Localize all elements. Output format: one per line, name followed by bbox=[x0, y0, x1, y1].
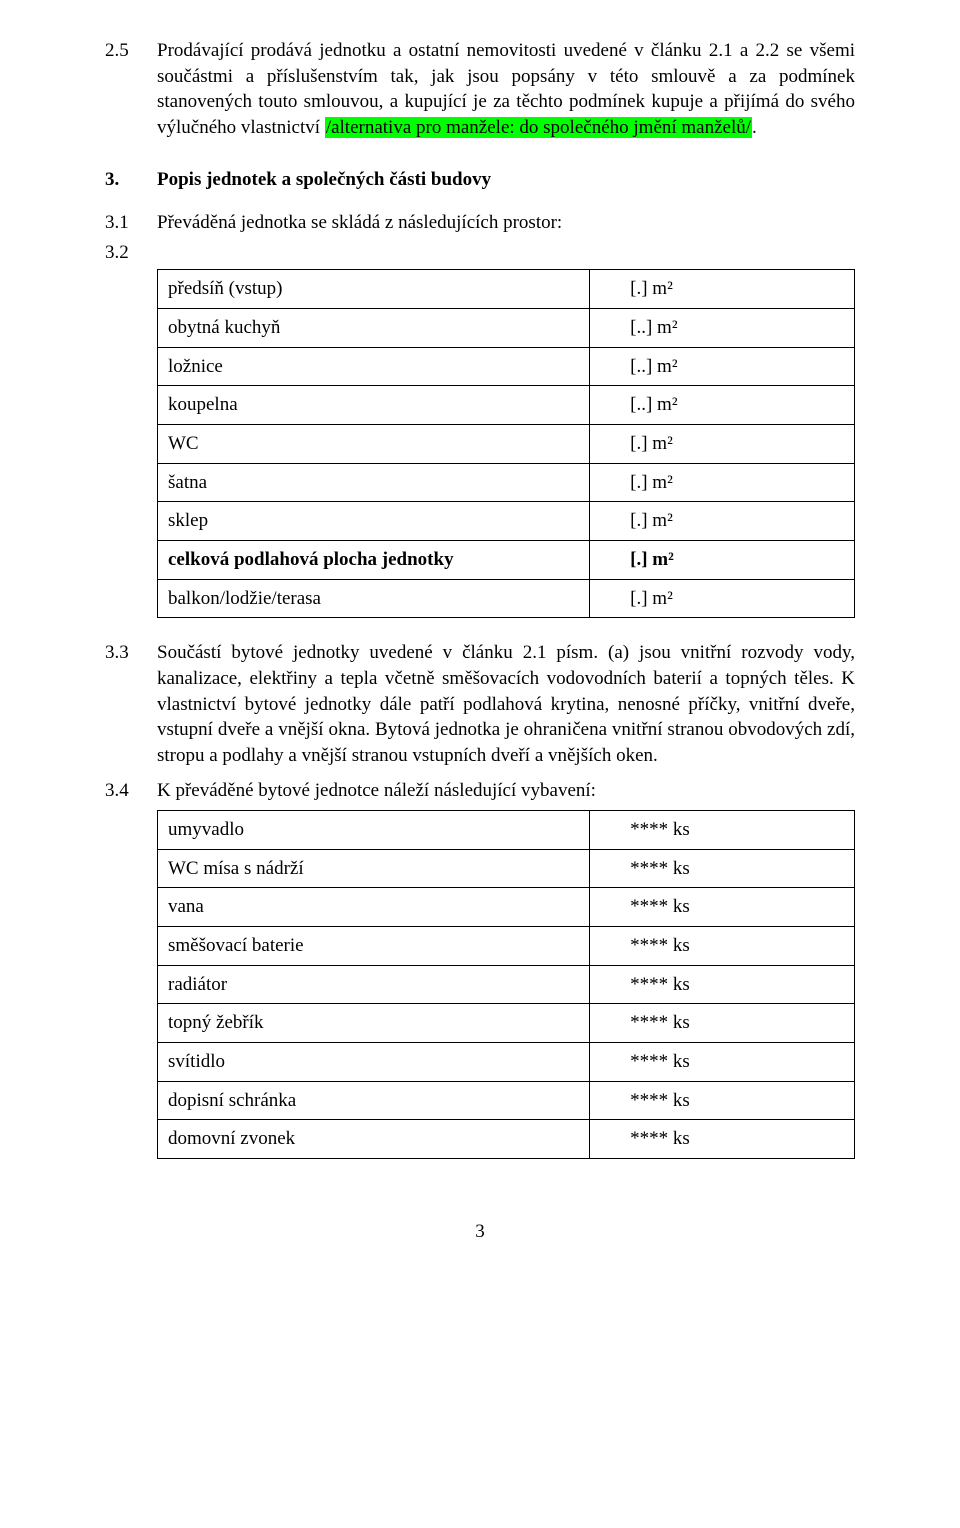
room-value: [.] m² bbox=[590, 463, 855, 502]
paragraph-3-1: 3.1 Převáděná jednotka se skládá z násle… bbox=[105, 210, 855, 236]
paragraph-3-4: 3.4 K převáděné bytové jednotce náleží n… bbox=[105, 778, 855, 804]
equipment-label: umyvadlo bbox=[158, 811, 590, 850]
equipment-label: dopisní schránka bbox=[158, 1081, 590, 1120]
clause-text: K převáděné bytové jednotce náleží násle… bbox=[157, 778, 855, 804]
equipment-value: **** ks bbox=[590, 811, 855, 850]
table-row: koupelna[..] m² bbox=[158, 386, 855, 425]
equipment-value: **** ks bbox=[590, 965, 855, 1004]
clause-text: Převáděná jednotka se skládá z následují… bbox=[157, 210, 855, 236]
room-label: WC bbox=[158, 425, 590, 464]
room-value: [..] m² bbox=[590, 347, 855, 386]
table-row: dopisní schránka**** ks bbox=[158, 1081, 855, 1120]
text-post: . bbox=[752, 117, 757, 138]
equipment-value: **** ks bbox=[590, 927, 855, 966]
room-value: [.] m² bbox=[590, 579, 855, 618]
equipment-value: **** ks bbox=[590, 1004, 855, 1043]
heading-3: 3. Popis jednotek a společných části bud… bbox=[105, 167, 855, 193]
room-value: [..] m² bbox=[590, 386, 855, 425]
room-label: předsíň (vstup) bbox=[158, 270, 590, 309]
equipment-label: směšovací baterie bbox=[158, 927, 590, 966]
clause-text: Součástí bytové jednotky uvedené v článk… bbox=[157, 640, 855, 768]
table-row: směšovací baterie**** ks bbox=[158, 927, 855, 966]
table-row: obytná kuchyň[..] m² bbox=[158, 309, 855, 348]
table-row: WC[.] m² bbox=[158, 425, 855, 464]
room-label: šatna bbox=[158, 463, 590, 502]
equipment-value: **** ks bbox=[590, 1042, 855, 1081]
room-value: [.] m² bbox=[590, 270, 855, 309]
room-label: celková podlahová plocha jednotky bbox=[158, 540, 590, 579]
room-label: obytná kuchyň bbox=[158, 309, 590, 348]
room-value: [.] m² bbox=[590, 502, 855, 541]
clause-number: 3.4 bbox=[105, 778, 157, 804]
room-label: sklep bbox=[158, 502, 590, 541]
equipment-label: topný žebřík bbox=[158, 1004, 590, 1043]
table-row: celková podlahová plocha jednotky[.] m² bbox=[158, 540, 855, 579]
paragraph-2-5: 2.5 Prodávající prodává jednotku a ostat… bbox=[105, 38, 855, 141]
paragraph-3-2: 3.2 bbox=[105, 240, 855, 266]
table-row: WC mísa s nádrží**** ks bbox=[158, 849, 855, 888]
table-row: topný žebřík**** ks bbox=[158, 1004, 855, 1043]
room-value: [..] m² bbox=[590, 309, 855, 348]
table-row: šatna[.] m² bbox=[158, 463, 855, 502]
equipment-label: svítidlo bbox=[158, 1042, 590, 1081]
clause-text: Prodávající prodává jednotku a ostatní n… bbox=[157, 38, 855, 141]
page-number: 3 bbox=[105, 1219, 855, 1245]
equipment-value: **** ks bbox=[590, 1081, 855, 1120]
room-value: [.] m² bbox=[590, 540, 855, 579]
highlight-text: /alternativa pro manžele: do společného … bbox=[325, 117, 752, 138]
equipment-value: **** ks bbox=[590, 888, 855, 927]
equipment-label: vana bbox=[158, 888, 590, 927]
equipment-value: **** ks bbox=[590, 1120, 855, 1159]
room-value: [.] m² bbox=[590, 425, 855, 464]
table-row: svítidlo**** ks bbox=[158, 1042, 855, 1081]
clause-number: 3.3 bbox=[105, 640, 157, 768]
table-row: sklep [.] m² bbox=[158, 502, 855, 541]
clause-text bbox=[157, 240, 855, 266]
clause-number: 3.2 bbox=[105, 240, 157, 266]
clause-number: 3.1 bbox=[105, 210, 157, 236]
table-row: ložnice[..] m² bbox=[158, 347, 855, 386]
room-label: koupelna bbox=[158, 386, 590, 425]
rooms-table: předsíň (vstup)[.] m²obytná kuchyň[..] m… bbox=[157, 269, 855, 618]
paragraph-3-3: 3.3 Součástí bytové jednotky uvedené v č… bbox=[105, 640, 855, 768]
room-label: ložnice bbox=[158, 347, 590, 386]
table-row: radiátor**** ks bbox=[158, 965, 855, 1004]
table-row: vana**** ks bbox=[158, 888, 855, 927]
equipment-table: umyvadlo**** ksWC mísa s nádrží**** ksva… bbox=[157, 810, 855, 1159]
table-row: balkon/lodžie/terasa[.] m² bbox=[158, 579, 855, 618]
heading-title: Popis jednotek a společných části budovy bbox=[157, 167, 491, 193]
table-row: domovní zvonek**** ks bbox=[158, 1120, 855, 1159]
equipment-value: **** ks bbox=[590, 849, 855, 888]
table-row: předsíň (vstup)[.] m² bbox=[158, 270, 855, 309]
clause-number: 2.5 bbox=[105, 38, 157, 141]
equipment-label: domovní zvonek bbox=[158, 1120, 590, 1159]
room-label: balkon/lodžie/terasa bbox=[158, 579, 590, 618]
equipment-label: WC mísa s nádrží bbox=[158, 849, 590, 888]
heading-number: 3. bbox=[105, 167, 157, 193]
document-page: 2.5 Prodávající prodává jednotku a ostat… bbox=[0, 0, 960, 1528]
table-row: umyvadlo**** ks bbox=[158, 811, 855, 850]
equipment-label: radiátor bbox=[158, 965, 590, 1004]
